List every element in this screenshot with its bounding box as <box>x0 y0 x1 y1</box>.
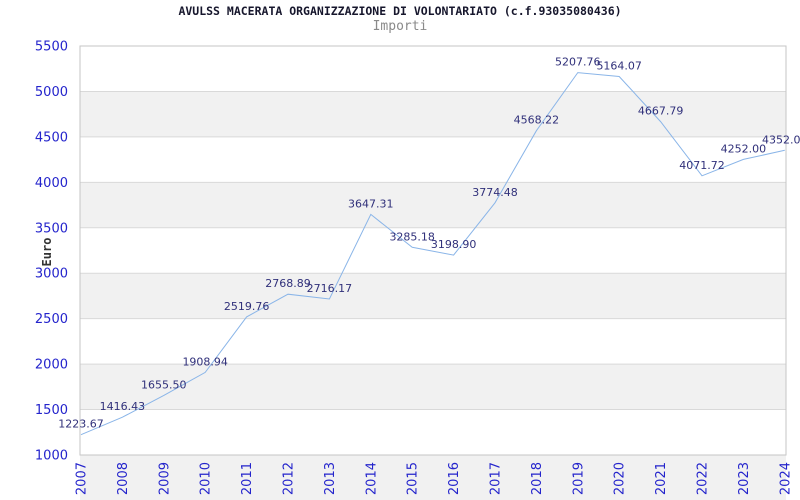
y-tick-label: 3500 <box>35 221 68 236</box>
data-label: 2519.76 <box>224 300 270 313</box>
data-label: 1655.50 <box>141 378 187 391</box>
x-tick-label: 2018 <box>530 462 545 495</box>
x-tick-labels: 2007 2008 2009 2010 2011 2012 2013 2014 2015 2016… <box>75 462 794 495</box>
y-tick-label: 4500 <box>35 130 68 145</box>
x-tick-label: 2013 <box>323 462 338 495</box>
data-label: 3285.18 <box>389 230 435 243</box>
data-label: 1223.67 <box>58 418 104 431</box>
plot-border <box>79 45 787 456</box>
x-tick-label: 2007 <box>75 462 90 495</box>
x-tick-label: 2011 <box>240 462 255 495</box>
data-labels: 1223.67 1416.43 1655.50 1908.94 2519.76 2768.… <box>58 56 800 431</box>
data-label: 2768.89 <box>265 277 311 290</box>
grid-band <box>80 455 786 500</box>
y-tick-label: 5000 <box>35 85 68 100</box>
x-tick-label: 2017 <box>489 462 504 495</box>
x-tick-label: 2010 <box>199 462 214 495</box>
data-label: 1908.94 <box>182 355 228 368</box>
x-tick-label: 2015 <box>406 462 421 495</box>
grid-band <box>80 182 786 228</box>
chart-title: AVULSS MACERATA ORGANIZZAZIONE DI VOLONT… <box>178 4 622 18</box>
x-tick-label: 2009 <box>157 462 172 495</box>
x-tick-label: 2021 <box>654 462 669 495</box>
data-label: 1416.43 <box>100 400 146 413</box>
y-tick-label: 2500 <box>35 312 68 327</box>
y-tick-label: 3000 <box>35 267 68 282</box>
grid-band <box>80 273 786 319</box>
data-label: 4667.79 <box>638 105 684 118</box>
grid-band <box>80 91 786 137</box>
data-label: 5164.07 <box>596 60 642 73</box>
x-tick-label: 2024 <box>778 462 793 495</box>
grid-bands <box>80 91 786 500</box>
chart-subtitle: Importi <box>372 19 428 34</box>
data-label: 2716.17 <box>307 282 353 295</box>
y-tick-label: 5500 <box>35 40 68 55</box>
data-label: 4352.00 <box>762 133 800 146</box>
data-label: 4252.00 <box>721 142 767 155</box>
x-tick-label: 2020 <box>613 462 628 495</box>
y-tick-labels: 1000 1500 2000 2500 3000 3500 4000 4500 5000 5500 <box>35 40 68 464</box>
y-tick-label: 4000 <box>35 176 68 191</box>
x-tick-label: 2023 <box>737 462 752 495</box>
series-line <box>80 72 785 436</box>
grid-band <box>80 364 786 410</box>
x-tick-label: 2008 <box>116 462 131 495</box>
data-label: 3774.48 <box>472 186 518 199</box>
x-tick-label: 2012 <box>282 462 297 495</box>
data-label: 3647.31 <box>348 197 394 210</box>
data-label: 5207.76 <box>555 56 601 69</box>
x-tick-label: 2022 <box>696 462 711 495</box>
y-tick-label: 2000 <box>35 358 68 373</box>
y-tick-label: 1500 <box>35 403 68 418</box>
x-tick-label: 2016 <box>447 462 462 495</box>
x-tick-label: 2019 <box>571 462 586 495</box>
data-label: 4568.22 <box>514 114 560 127</box>
y-tick-label: 1000 <box>35 449 68 464</box>
x-tick-label: 2014 <box>364 462 379 495</box>
data-label: 4071.72 <box>679 159 725 172</box>
gridlines <box>80 90 786 411</box>
data-label: 3198.90 <box>431 238 477 251</box>
